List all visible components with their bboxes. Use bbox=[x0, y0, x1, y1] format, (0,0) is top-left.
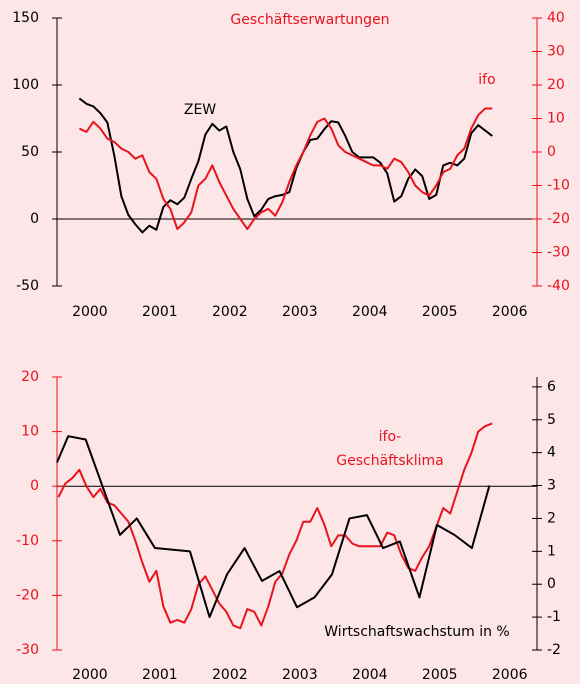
annotation: Geschäftserwartungen bbox=[230, 12, 389, 28]
annotation: ZEW bbox=[184, 102, 216, 118]
x-tick-label: 2004 bbox=[352, 667, 388, 683]
y2-tick-label: -1 bbox=[547, 609, 561, 625]
x-tick-label: 2003 bbox=[282, 304, 318, 320]
x-tick-label: 2005 bbox=[422, 667, 458, 683]
y-tick-label: -20 bbox=[16, 587, 39, 603]
series-line bbox=[57, 422, 493, 630]
y2-tick-label: 4 bbox=[547, 445, 556, 461]
y2-tick-label: 40 bbox=[547, 10, 565, 26]
y2-tick-label: -10 bbox=[547, 178, 570, 194]
y2-tick-label: 1 bbox=[547, 543, 556, 559]
x-tick-label: 2001 bbox=[142, 667, 178, 683]
x-tick-label: 2006 bbox=[492, 667, 528, 683]
x-tick-label: 2002 bbox=[212, 304, 248, 320]
y-tick-label: 0 bbox=[30, 478, 39, 494]
y-tick-label: -50 bbox=[16, 278, 39, 294]
y2-tick-label: -30 bbox=[547, 245, 570, 261]
y2-tick-label: -20 bbox=[547, 211, 570, 227]
x-tick-label: 2003 bbox=[282, 667, 318, 683]
y-tick-label: 50 bbox=[21, 144, 39, 160]
series-line bbox=[78, 97, 493, 234]
y2-tick-label: 10 bbox=[547, 111, 565, 127]
y-tick-label: 0 bbox=[30, 211, 39, 227]
y2-tick-label: 0 bbox=[547, 144, 556, 160]
annotation: ifo- bbox=[379, 429, 402, 445]
y-tick-label: 100 bbox=[12, 77, 39, 93]
y2-tick-label: 0 bbox=[547, 576, 556, 592]
x-tick-label: 2002 bbox=[212, 667, 248, 683]
y2-tick-label: 2 bbox=[547, 510, 556, 526]
series-line bbox=[56, 435, 491, 619]
x-tick-label: 2005 bbox=[422, 304, 458, 320]
y-tick-label: 20 bbox=[21, 369, 39, 385]
y-tick-label: -10 bbox=[16, 533, 39, 549]
annotation: ifo bbox=[478, 72, 495, 88]
y2-tick-label: -2 bbox=[547, 642, 561, 658]
y2-tick-label: -40 bbox=[547, 278, 570, 294]
y2-tick-label: 3 bbox=[547, 478, 556, 494]
y2-tick-label: 5 bbox=[547, 412, 556, 428]
annotation: Geschäftsklima bbox=[336, 453, 443, 469]
y-tick-label: -30 bbox=[16, 642, 39, 658]
y-tick-label: 10 bbox=[21, 424, 39, 440]
y2-tick-label: 30 bbox=[547, 44, 565, 60]
y-tick-label: 150 bbox=[12, 10, 39, 26]
series-line bbox=[78, 107, 493, 231]
x-tick-label: 2001 bbox=[142, 304, 178, 320]
x-tick-label: 2006 bbox=[492, 304, 528, 320]
x-tick-label: 2000 bbox=[72, 304, 108, 320]
x-tick-label: 2004 bbox=[352, 304, 388, 320]
x-tick-label: 2000 bbox=[72, 667, 108, 683]
y2-tick-label: 6 bbox=[547, 379, 556, 395]
y2-tick-label: 20 bbox=[547, 77, 565, 93]
annotation: Wirtschaftswachstum in % bbox=[324, 624, 509, 640]
